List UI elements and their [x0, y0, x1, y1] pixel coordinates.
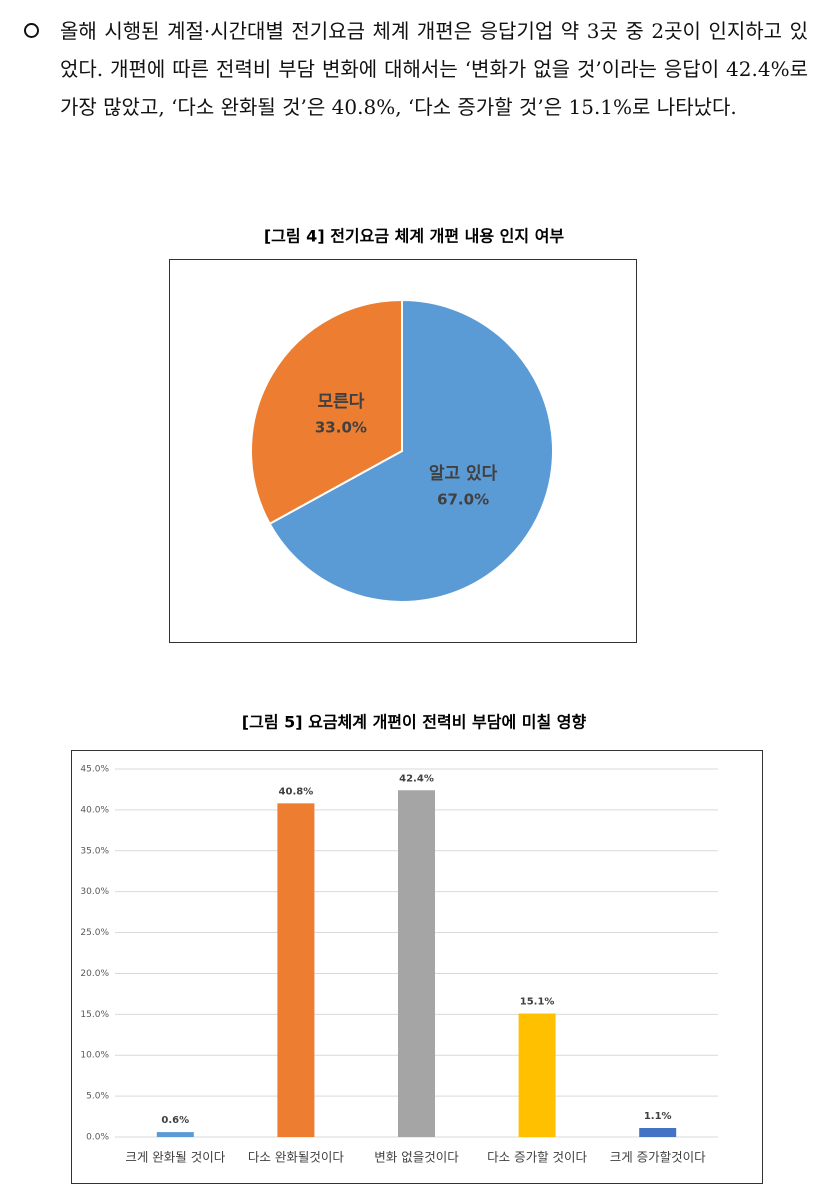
x-tick-label: 변화 없을것이다	[374, 1150, 459, 1165]
y-tick-label: 15.0%	[80, 1010, 109, 1020]
y-tick-label: 30.0%	[80, 887, 109, 897]
bar	[518, 1013, 556, 1137]
bar	[639, 1128, 677, 1137]
value-label: 42.4%	[399, 773, 434, 784]
y-tick-label: 45.0%	[80, 765, 109, 775]
value-label: 33.0%	[315, 418, 367, 436]
y-tick-label: 0.0%	[86, 1133, 109, 1143]
y-tick-label: 25.0%	[80, 928, 109, 938]
x-tick-label: 크게 증가할것이다	[610, 1150, 706, 1165]
pie-slice	[250, 298, 403, 526]
x-tick-label: 다소 완화될것이다	[248, 1150, 344, 1165]
y-tick-label: 40.0%	[80, 805, 109, 815]
value-label: 40.8%	[279, 786, 314, 797]
y-tick-label: 10.0%	[80, 1051, 109, 1061]
bar	[156, 1132, 194, 1137]
pie-slice	[268, 298, 554, 603]
x-tick-label: 다소 증가할 것이다	[487, 1150, 587, 1165]
value-label: 0.6%	[161, 1115, 189, 1126]
y-tick-label: 20.0%	[80, 969, 109, 979]
figure-title: [그림 5] 요금체계 개편이 전력비 부담에 미칠 영향	[242, 713, 587, 732]
paragraph: 올해 시행된 계절·시간대별 전기요금 체계 개편은 응답기업 약 3곳 중 2…	[60, 19, 808, 119]
value-label: 15.1%	[520, 997, 555, 1008]
bullet	[24, 23, 39, 38]
value-label: 1.1%	[644, 1111, 672, 1122]
y-tick-label: 5.0%	[86, 1092, 109, 1102]
bar	[277, 803, 315, 1137]
slice-label: 모른다	[317, 392, 364, 412]
x-tick-label: 크게 완화될 것이다	[125, 1150, 225, 1165]
bar	[398, 790, 435, 1137]
figure-title: [그림 4] 전기요금 체계 개편 내용 인지 여부	[264, 227, 565, 246]
slice-label: 알고 있다	[429, 464, 498, 484]
value-label: 67.0%	[437, 491, 489, 509]
y-tick-label: 35.0%	[80, 846, 109, 856]
